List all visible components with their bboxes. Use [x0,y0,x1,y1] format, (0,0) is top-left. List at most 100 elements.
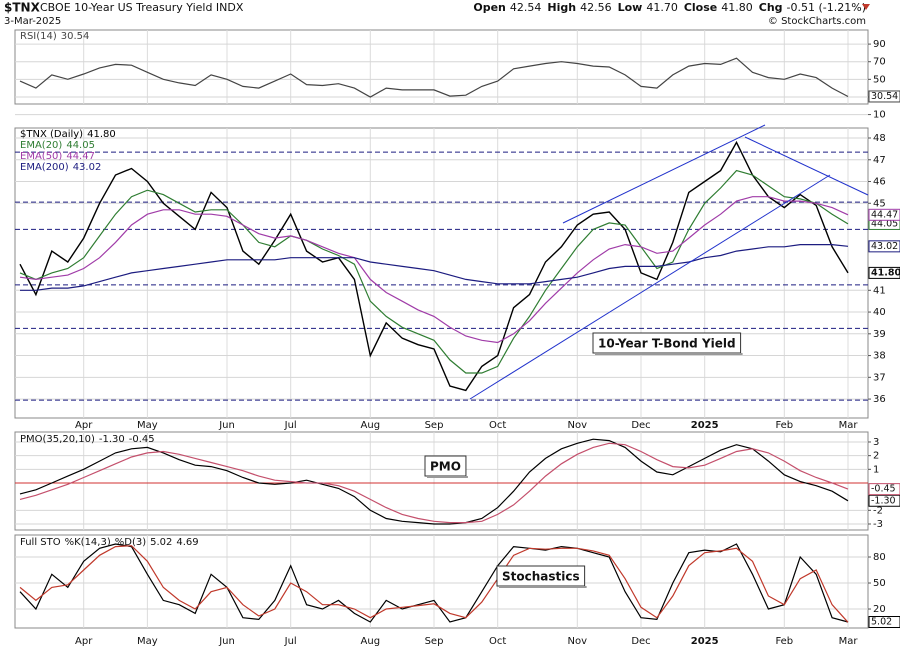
x-tick-label: Aug [361,636,381,647]
y-tick-label: 90 [873,39,886,50]
y-tick-label: 46 [873,177,886,188]
y-tick-label: 48 [873,133,886,144]
legend-label: EMA(50) [20,151,62,162]
legend-value: 43.02 [73,162,102,173]
legend-label: RSI(14) [20,31,57,42]
series-line [19,140,849,392]
value-box-label: 44.05 [871,218,898,229]
y-tick-label: -3 [873,519,883,530]
annotation: Stochastics [496,565,587,588]
legend-value: 44.47 [66,151,95,162]
trend-line [744,136,869,196]
value-box [868,494,900,507]
x-tick-label: Nov [568,636,588,647]
y-tick-label: 10 [873,110,886,121]
x-tick-label: Oct [489,420,506,431]
legend-value: 5.02 [150,537,172,548]
x-tick-label: Aug [361,420,381,431]
quote-label: Open [473,1,506,14]
quote-value: 42.54 [510,1,542,14]
value-box [868,483,900,496]
x-tick-label: Dec [631,636,650,647]
quote-label: Chg [759,1,783,14]
y-tick-label: 20 [873,604,886,615]
x-tick-label: Apr [75,420,93,431]
value-box [868,266,900,279]
y-tick-label: 37 [873,372,886,383]
value-box-label: 5.02 [871,617,892,628]
date: 3-Mar-2025 [4,16,61,27]
y-tick-label: -2 [873,505,883,516]
y-tick-label: 39 [873,329,886,340]
value-box-label: -1.30 [871,495,896,506]
series-line [19,57,849,98]
quote-label: High [547,1,576,14]
x-tick-label: Oct [489,636,506,647]
x-tick-label: May [137,420,158,431]
series-line [20,244,849,291]
legend-label: PMO(35,20,10) [20,434,95,445]
x-tick-label: Jul [284,420,297,431]
series-line [19,543,849,623]
annotation-text: Stochastics [502,570,580,584]
x-tick-label: Feb [775,636,793,647]
legend-value: -0.45 [129,434,155,445]
y-tick-label: 41 [873,285,886,296]
panel [14,431,869,531]
value-box [868,208,900,221]
y-tick-label: 40 [873,307,886,318]
x-tick-label: Dec [631,420,650,431]
y-tick-label: 2 [873,451,879,462]
annotation-text: 10-Year T-Bond Yield [598,337,736,351]
x-tick-label: Jun [218,636,235,647]
y-tick-label: 50 [873,74,886,85]
trend-line [562,124,766,224]
annotation-text: PMO [430,460,461,474]
quote-value: -0.51 (-1.21%) [787,1,866,14]
y-tick-label: 38 [873,351,886,362]
x-tick-label: Sep [425,420,444,431]
panel [14,534,869,629]
series-line [19,169,849,374]
series-line [19,196,849,344]
quote-value: 41.70 [646,1,678,14]
security-name: CBOE 10-Year US Treasury Yield INDX [40,1,244,14]
x-tick-label: May [137,636,158,647]
legend-value: -1.30 [99,434,125,445]
legend-label: $TNX (Daily) [20,129,83,140]
quote-value: 41.80 [721,1,753,14]
series-line [19,438,849,525]
value-box-label: 44.47 [871,209,898,220]
y-tick-label: 3 [873,437,879,448]
trend-lines [469,124,869,400]
legend-label: EMA(200) [20,162,69,173]
y-tick-label: 47 [873,155,886,166]
trend-line [469,174,831,400]
quote-label: Close [684,1,717,14]
y-tick-label: 80 [873,552,886,563]
x-tick-label: Jul [284,636,297,647]
y-tick-label: 36 [873,394,886,405]
legend-value: 44.05 [66,140,95,151]
y-tick-label: 70 [873,57,886,68]
annotation: PMO [424,455,468,478]
series-line [19,545,849,623]
quote-value: 42.56 [580,1,612,14]
down-arrow [862,4,870,10]
x-tick-label: Nov [568,420,588,431]
value-box-label: -0.45 [871,484,896,495]
quote-label: Low [618,1,643,14]
value-box-label: 43.02 [871,241,898,252]
x-tick-label: Apr [75,636,93,647]
legend-value: 41.80 [87,129,116,140]
annotation: 10-Year T-Bond Yield [592,332,743,355]
legend-value: 4.69 [176,537,198,548]
x-tick-label: 2025 [691,636,719,647]
copyright: © StockCharts.com [768,16,866,27]
panel-title: Full STO [20,537,61,548]
x-tick-label: Mar [839,420,859,431]
x-tick-label: Sep [425,636,444,647]
x-tick-label: 2025 [691,420,719,431]
